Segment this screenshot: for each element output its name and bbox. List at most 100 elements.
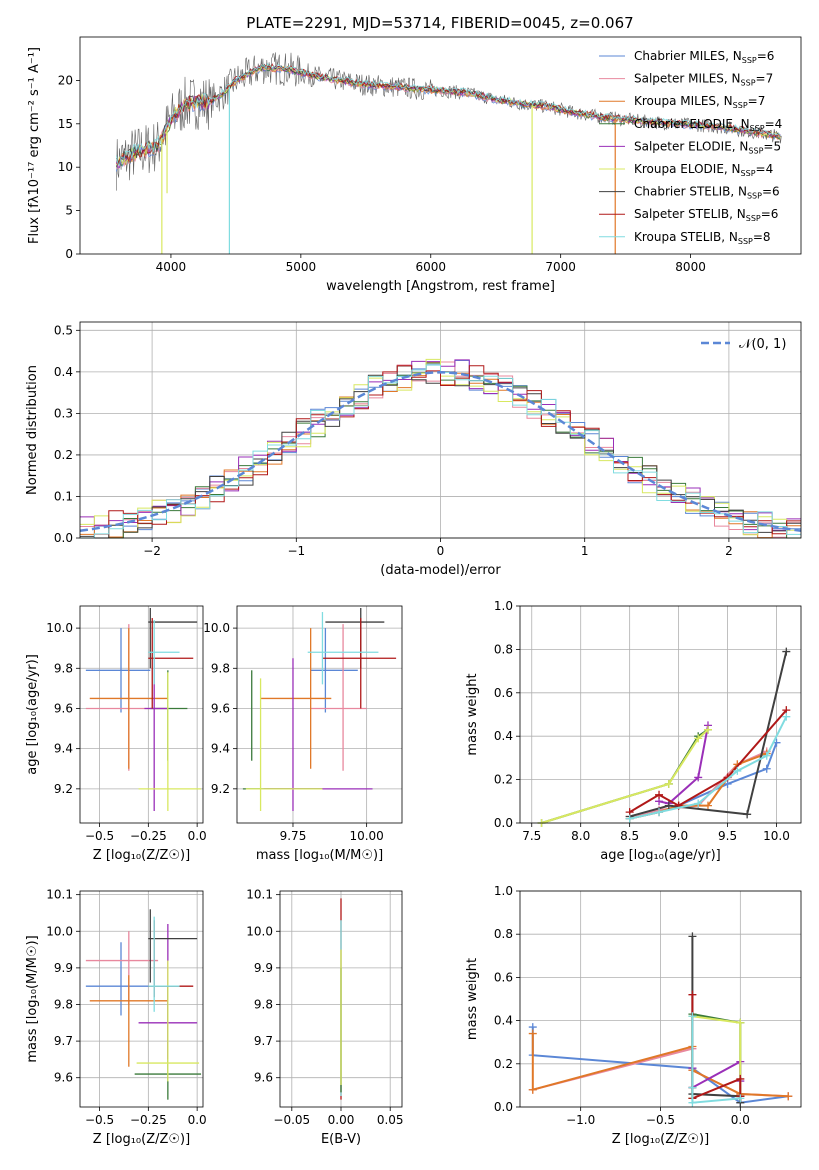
series-marker bbox=[694, 773, 703, 782]
y-tick-label: 9.8 bbox=[211, 661, 230, 675]
y-tick-label: 0.2 bbox=[54, 448, 73, 462]
x-tick-label: 5000 bbox=[286, 260, 317, 274]
series-path bbox=[541, 728, 709, 824]
legend-entry: Chabrier ELODIE, NSSP=4 bbox=[634, 117, 782, 133]
x-tick-label: 0.00 bbox=[328, 1113, 355, 1127]
y-axis-label: mass [log₁₀(M/M☉)] bbox=[25, 935, 40, 1062]
errorbar-point bbox=[260, 628, 332, 769]
plot-area bbox=[115, 52, 782, 254]
y-tick-label: 10.0 bbox=[46, 924, 73, 938]
plot-area bbox=[85, 608, 202, 811]
plot-area bbox=[79, 358, 802, 539]
legend-entry: Salpeter STELIB, NSSP=6 bbox=[634, 207, 778, 223]
x-tick-label: 4000 bbox=[156, 260, 187, 274]
axes-frame bbox=[79, 605, 204, 824]
errorbar-point bbox=[148, 909, 198, 983]
axes-frame bbox=[79, 36, 802, 255]
panel-massweight-vs-age: 7.5 8.0 8.5 9.0 9.5 10.0 0.0 0.2 0.4 0.6 0.8 1.0 age… bbox=[465, 599, 802, 863]
histogram-step bbox=[80, 364, 801, 539]
legend-entry: Chabrier MILES, NSSP=6 bbox=[634, 49, 774, 65]
y-tick-label: 10.0 bbox=[203, 621, 230, 635]
y-tick-label: 9.7 bbox=[254, 1034, 273, 1048]
y-tick-label: 9.6 bbox=[54, 1071, 73, 1085]
x-axis-label: Z [log₁₀(Z/Z☉)] bbox=[93, 1132, 190, 1147]
errorbar-point bbox=[85, 628, 151, 713]
y-tick-label: 9.9 bbox=[54, 961, 73, 975]
y-tick-label: 5 bbox=[65, 204, 73, 218]
y-tick-label: 10.0 bbox=[246, 924, 273, 938]
x-tick-label: 8000 bbox=[675, 260, 706, 274]
errorbar-point bbox=[148, 608, 198, 669]
errorbar-point bbox=[245, 678, 323, 811]
y-tick-label: 15 bbox=[58, 117, 73, 131]
series-marker bbox=[688, 1083, 697, 1092]
panel-mass-vs-EBV: −0.05 0.00 0.05 9.6 9.7 9.8 9.9 10.0 10.1 E(B-V) bbox=[246, 888, 403, 1147]
grid bbox=[80, 891, 203, 1107]
axes-frame bbox=[519, 890, 802, 1108]
axes-frame bbox=[279, 890, 403, 1108]
normal-curve bbox=[79, 371, 802, 532]
series-marker bbox=[733, 766, 742, 775]
series-marker bbox=[782, 647, 791, 656]
y-axis-label: mass weight bbox=[465, 958, 480, 1040]
x-tick-label: 9.0 bbox=[669, 829, 688, 843]
x-axis-label: wavelength [Angstrom, rest frame] bbox=[326, 279, 555, 294]
errorbar-point bbox=[150, 670, 188, 761]
x-tick-label: 8.0 bbox=[571, 829, 590, 843]
x-tick-label: 0 bbox=[437, 544, 445, 558]
grid bbox=[520, 605, 801, 824]
errorbar-point bbox=[89, 975, 168, 1067]
x-tick-label: 6000 bbox=[415, 260, 446, 274]
series-marker bbox=[703, 801, 712, 810]
x-tick-label: −0.05 bbox=[273, 1113, 310, 1127]
y-tick-label: 9.8 bbox=[254, 997, 273, 1011]
y-tick-label: 0.4 bbox=[494, 1014, 513, 1028]
series-marker bbox=[688, 990, 697, 999]
x-tick-label: −2 bbox=[143, 544, 161, 558]
panel-mass-vs-Z: −0.5 −0.25 0.0 9.6 9.7 9.8 9.9 10.0 10.1 Z [log₁₀… bbox=[25, 888, 207, 1147]
y-tick-label: 9.2 bbox=[211, 782, 230, 796]
y-tick-label: 1.0 bbox=[494, 884, 513, 898]
x-tick-label: −1 bbox=[287, 544, 305, 558]
x-axis-label: Z [log₁₀(Z/Z☉)] bbox=[612, 1132, 709, 1147]
y-tick-label: 10 bbox=[58, 160, 73, 174]
series-marker bbox=[694, 734, 703, 743]
panel-residual-hist: −2 −1 0 1 2 0.0 0.1 0.2 0.3 0.4 0.5 (data-model)/er… bbox=[25, 321, 802, 578]
series-marker bbox=[782, 712, 791, 721]
x-axis-label: mass [log₁₀(M/M☉)] bbox=[256, 848, 383, 863]
x-tick-label: 10.00 bbox=[349, 829, 383, 843]
y-tick-label: 9.7 bbox=[54, 1034, 73, 1048]
y-tick-label: 0.3 bbox=[54, 406, 73, 420]
x-tick-label: 8.5 bbox=[620, 829, 639, 843]
panel-age-vs-mass: 9.75 10.00 9.2 9.4 9.6 9.8 10.0 mass [log₁₀(M/M… bbox=[203, 605, 403, 863]
y-tick-label: 0.0 bbox=[494, 816, 513, 830]
y-tick-label: 0.8 bbox=[494, 642, 513, 656]
panel-massweight-vs-Z: −1.0 −0.5 0.0 0.0 0.2 0.4 0.6 0.8 1.0 Z [log₁₀(Z/… bbox=[465, 884, 802, 1147]
y-tick-label: 0.4 bbox=[54, 365, 73, 379]
y-tick-label: 10.1 bbox=[46, 888, 73, 902]
x-tick-label: −1.0 bbox=[566, 1113, 595, 1127]
series-marker bbox=[762, 764, 771, 773]
x-axis-label: age [log₁₀(age/yr)] bbox=[600, 848, 721, 863]
y-tick-label: 9.8 bbox=[54, 661, 73, 675]
x-tick-label: −0.25 bbox=[130, 829, 167, 843]
y-tick-label: 9.2 bbox=[54, 782, 73, 796]
axes-frame bbox=[79, 321, 802, 539]
panel-spectrum: 4000 5000 6000 7000 8000 0 5 10 15 20 wavelength [… bbox=[27, 36, 802, 294]
y-axis-label: age [log₁₀(age/yr)] bbox=[25, 654, 40, 775]
errorbar-point bbox=[325, 608, 385, 669]
series-marker bbox=[688, 1098, 697, 1107]
y-tick-label: 0 bbox=[65, 247, 73, 261]
y-tick-label: 9.4 bbox=[211, 742, 230, 756]
x-tick-label: −0.5 bbox=[85, 829, 114, 843]
legend-entry: Salpeter MILES, NSSP=7 bbox=[634, 72, 773, 88]
y-tick-label: 9.9 bbox=[254, 961, 273, 975]
y-tick-label: 10.0 bbox=[46, 621, 73, 635]
errorbar-point bbox=[148, 620, 180, 685]
y-tick-label: 0.4 bbox=[494, 729, 513, 743]
series-marker bbox=[688, 932, 697, 941]
series-line bbox=[625, 706, 791, 817]
legend-entry: Kroupa STELIB, NSSP=8 bbox=[634, 230, 771, 246]
series-marker bbox=[625, 814, 634, 823]
x-tick-label: 7.5 bbox=[522, 829, 541, 843]
